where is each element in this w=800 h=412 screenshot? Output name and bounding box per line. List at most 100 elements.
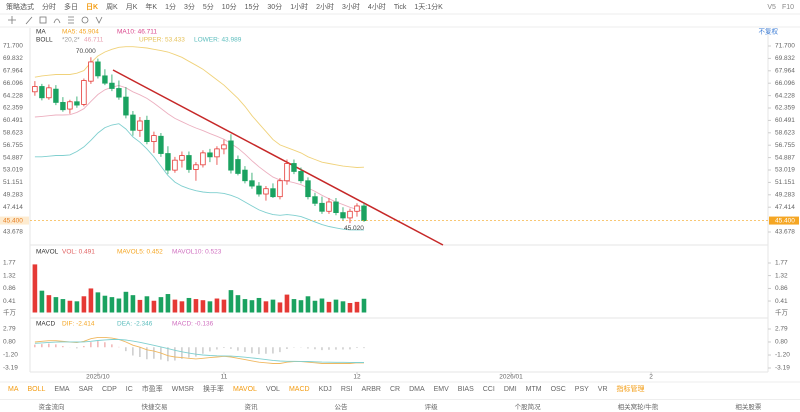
adjust-mode[interactable]: 不复权 — [759, 27, 779, 36]
candle-body — [102, 75, 108, 84]
y-tick-label: 49.283 — [775, 192, 795, 199]
volume-bar — [298, 300, 304, 313]
y-tick-label: -1.20 — [3, 352, 18, 359]
toolbar-button[interactable]: V5 — [767, 3, 776, 11]
period-tab[interactable]: 5分 — [202, 4, 214, 11]
indicator-tab[interactable]: DMA — [409, 385, 425, 393]
indicator-tab[interactable]: RSI — [340, 385, 353, 393]
indicator-tab[interactable]: EMA — [54, 385, 70, 393]
indicator-tab[interactable]: VOL — [265, 385, 280, 393]
candle-body — [207, 152, 213, 158]
period-tab[interactable]: 3小时 — [342, 4, 360, 11]
period-tab[interactable]: 年K — [145, 4, 158, 11]
legend-item: MAVOL10: 0.523 — [172, 249, 222, 256]
indicator-tab[interactable]: BIAS — [457, 385, 474, 393]
indicator-tab[interactable]: MA — [8, 385, 19, 393]
indicator-tab[interactable]: BOLL — [27, 385, 46, 393]
nav-tab[interactable]: 资金流向 — [38, 404, 65, 411]
period-tab[interactable]: 2小时 — [316, 4, 334, 11]
indicator-tab[interactable]: OSC — [550, 385, 566, 393]
indicator-tab[interactable]: DMI — [503, 385, 517, 393]
period-tab[interactable]: 1分 — [165, 4, 176, 11]
candle-body — [228, 140, 234, 171]
indicator-tab[interactable]: IC — [125, 385, 133, 393]
circle-tool-icon[interactable] — [81, 16, 89, 24]
indicator-tab[interactable]: ARBR — [361, 385, 381, 393]
y-tick-label: 58.623 — [775, 130, 795, 137]
indicator-tab[interactable]: CCI — [482, 385, 495, 393]
indicator-tab[interactable]: PSY — [574, 385, 589, 393]
candle-body — [326, 201, 332, 212]
nav-tab[interactable]: 相关窝轮/牛熊 — [617, 404, 659, 411]
nav-tab[interactable]: 评级 — [424, 404, 438, 411]
nav-tab[interactable]: 个股简况 — [514, 404, 541, 411]
y-tick-label: 62.359 — [775, 105, 795, 112]
line-tool-icon[interactable] — [25, 16, 33, 25]
nav-tab[interactable]: 公告 — [334, 404, 348, 411]
volume-bar — [207, 301, 213, 313]
pen-tool-icon[interactable] — [95, 16, 103, 24]
nav-tab[interactable]: 相关股票 — [735, 404, 762, 411]
rect-tool-icon[interactable] — [39, 16, 47, 24]
indicator-tab[interactable]: MACD — [288, 385, 310, 393]
y-tick-label: 64.228 — [3, 92, 23, 99]
period-tab[interactable]: 30分 — [267, 4, 283, 11]
indicator-tab[interactable]: CDP — [101, 385, 117, 393]
indicator-tab[interactable]: KDJ — [318, 385, 332, 393]
tool-icons — [8, 16, 103, 25]
x-tick-label: 12 — [353, 374, 361, 381]
y-unit-label: 千万 — [3, 308, 17, 317]
y-tick-label: 1.32 — [775, 272, 788, 279]
indicator-tab[interactable]: EMV — [433, 385, 449, 393]
indicator-tab[interactable]: 换手率 — [202, 386, 224, 393]
period-tab[interactable]: 1小时 — [290, 4, 309, 11]
x-tick-label: 2025/10 — [86, 374, 110, 381]
indicator-tab[interactable]: MAVOL — [232, 385, 257, 393]
x-tick-label: 11 — [221, 374, 228, 381]
legend-title: MAVOL — [36, 249, 59, 256]
indicator-tab[interactable]: SAR — [78, 385, 93, 393]
period-tab[interactable]: Tick — [393, 3, 407, 11]
candle-body — [116, 88, 122, 98]
candle-body — [221, 144, 227, 150]
legend-params: *20,2* — [62, 37, 80, 44]
toolbar-button[interactable]: F10 — [781, 3, 794, 11]
candle-body — [123, 96, 129, 116]
period-tab[interactable]: 周K — [106, 4, 118, 11]
indicator-line — [34, 336, 365, 364]
indicator-tab[interactable]: 市盈率 — [141, 386, 163, 393]
period-tab[interactable]: 日K — [86, 4, 99, 11]
candle-body — [354, 205, 360, 212]
indicator-tab[interactable]: VR — [597, 385, 608, 393]
y-tick-label: -3.19 — [3, 365, 18, 372]
nav-tab[interactable]: 快捷交易 — [141, 404, 168, 411]
candle-body — [46, 87, 52, 99]
candle-body — [158, 135, 164, 154]
fib-tool-icon[interactable] — [68, 16, 74, 24]
y-tick-label: 71.700 — [3, 43, 23, 50]
period-tab[interactable]: 1天:1分K — [414, 4, 443, 11]
period-tab[interactable]: 3分 — [183, 4, 195, 11]
indicator-tab[interactable]: WMSR — [171, 385, 194, 393]
indicator-tab[interactable]: 指标管理 — [616, 386, 645, 393]
nav-tab[interactable]: 资讯 — [244, 404, 258, 411]
period-tab[interactable]: 月K — [125, 4, 138, 11]
volume-bar — [32, 264, 38, 313]
y-tick-label: 67.964 — [3, 68, 23, 75]
period-tab[interactable]: 4小时 — [367, 4, 386, 11]
candle-body — [347, 210, 353, 219]
period-tab[interactable]: 10分 — [221, 4, 237, 11]
crosshair-icon[interactable] — [8, 16, 16, 24]
volume-bar — [221, 299, 227, 313]
legend-title: BOLL — [36, 37, 53, 44]
trend-line — [112, 69, 444, 246]
period-tab[interactable]: 策略选式 — [6, 4, 34, 11]
period-tab[interactable]: 15分 — [244, 4, 260, 11]
period-tab[interactable]: 多日 — [64, 4, 78, 11]
curve-tool-icon[interactable] — [53, 18, 61, 24]
y-tick-label: 60.491 — [3, 117, 23, 124]
indicator-tab[interactable]: CR — [389, 385, 401, 393]
period-tab[interactable]: 分时 — [42, 4, 56, 11]
indicator-tab[interactable]: MTM — [525, 385, 542, 393]
candle-body — [130, 114, 136, 131]
